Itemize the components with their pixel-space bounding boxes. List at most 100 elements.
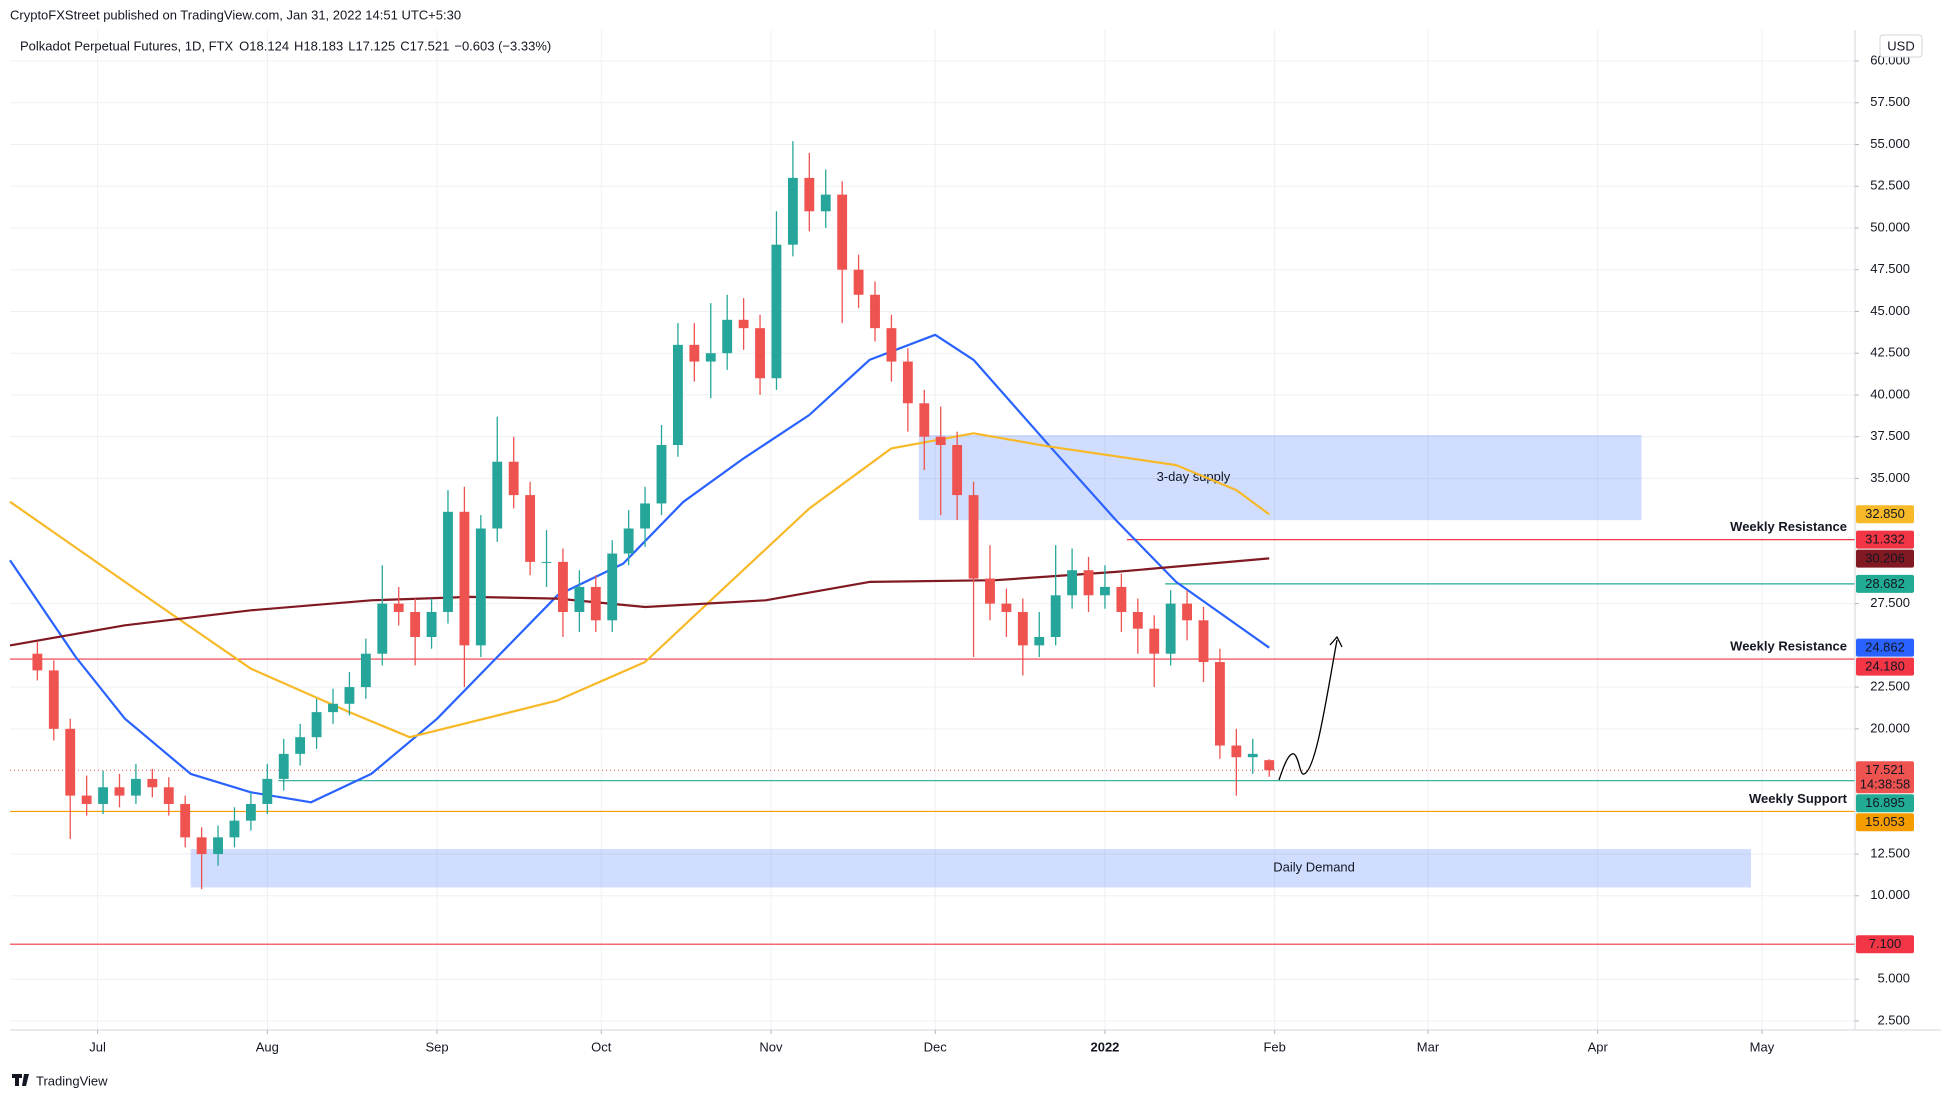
candle-body: [558, 561, 568, 612]
symbol-legend: Polkadot Perpetual Futures, 1D, FTX O 18.…: [20, 38, 551, 53]
candle-body: [475, 528, 486, 646]
price-tag-label: 24.862: [1865, 640, 1905, 655]
y-tick-label: 55.000: [1870, 136, 1910, 151]
level-label: Weekly Support: [1749, 791, 1848, 806]
y-tick-label: 22.500: [1870, 679, 1910, 694]
zone: [190, 849, 1751, 888]
price-tag: [1856, 574, 1914, 593]
candle-body: [1247, 753, 1258, 758]
publisher-note: CryptoFXStreet published on TradingView.…: [10, 7, 461, 22]
candle-body: [180, 803, 191, 838]
price-tag: [1856, 813, 1914, 832]
level-label: Weekly Resistance: [1730, 519, 1847, 534]
price-tag-label: 15.053: [1865, 814, 1905, 829]
brand: TradingView: [36, 1073, 108, 1088]
candle-body: [245, 803, 256, 821]
y-tick-label: 47.500: [1870, 261, 1910, 276]
candle-body: [985, 578, 995, 604]
price-tag-label: 28.682: [1865, 576, 1905, 591]
grid-layer: [10, 30, 1855, 1030]
candle-body: [722, 319, 733, 354]
price-tag: [1856, 657, 1914, 676]
currency-box[interactable]: [1879, 34, 1923, 58]
candle-body: [393, 603, 404, 612]
candle-body: [1067, 570, 1078, 596]
price-tag-label: 17.521: [1865, 762, 1905, 777]
candle-body: [804, 177, 815, 212]
price-tag-label: 30.206: [1865, 551, 1905, 566]
ohlc-prefix: L: [348, 38, 355, 53]
candle-layer: [32, 141, 1275, 890]
price-tag: [1856, 549, 1914, 568]
candle-body: [1149, 628, 1160, 654]
candle-body: [672, 344, 683, 446]
candle-body: [311, 712, 322, 738]
candle-body: [968, 495, 979, 579]
y-tick-label: 35.000: [1870, 470, 1910, 485]
price-tag: [1856, 530, 1914, 549]
candle-body: [229, 820, 240, 838]
candle-body: [328, 703, 338, 713]
candle-body: [81, 795, 92, 804]
candle-body: [492, 461, 503, 529]
x-tick-label: Sep: [425, 1039, 448, 1054]
candle-body: [705, 353, 716, 362]
price-tag-label: 16.895: [1865, 795, 1905, 810]
candle-body: [1132, 611, 1143, 629]
candle-body: [278, 753, 289, 779]
y-tick-label: 50.000: [1870, 219, 1910, 234]
ohlc-prefix: H: [294, 38, 303, 53]
candle-body: [640, 503, 651, 529]
candle-body: [1083, 570, 1094, 596]
moving-average: [9, 432, 1270, 739]
y-tick-label: 45.000: [1870, 303, 1910, 318]
candle-body: [837, 194, 848, 270]
candle-body: [1182, 603, 1193, 621]
candle-body: [32, 653, 43, 671]
candle-body: [1231, 745, 1242, 758]
currency: USD: [1887, 38, 1914, 53]
candle-body: [213, 837, 223, 855]
moving-average: [9, 333, 1270, 804]
candle-body: [886, 328, 897, 362]
candle-body: [1198, 620, 1209, 663]
zone: [918, 435, 1642, 521]
candle-body: [130, 778, 141, 796]
x-tick-label: Feb: [1263, 1039, 1285, 1054]
price-tag-label: 24.180: [1865, 659, 1905, 674]
candle-body: [1001, 603, 1012, 612]
candle-body: [919, 403, 930, 437]
candle-body: [1116, 586, 1127, 612]
candle-body: [114, 787, 125, 796]
candle-body: [360, 653, 371, 688]
arrow-head: [1329, 635, 1343, 648]
candle-body: [295, 737, 306, 754]
price-tag: [1856, 935, 1914, 954]
candle-body: [853, 269, 864, 295]
y-tick-label: 37.500: [1870, 428, 1910, 443]
candle-body: [1034, 637, 1045, 646]
candle-body: [820, 194, 831, 212]
price-tag: [1856, 761, 1914, 794]
candle-body: [738, 319, 749, 329]
x-tick-label: Mar: [1417, 1039, 1440, 1054]
price-tag: [1856, 505, 1914, 524]
candle-body: [870, 294, 880, 329]
candle-body: [344, 687, 355, 704]
price-tag-label: 32.850: [1865, 506, 1905, 521]
y-tick-label: 5.000: [1877, 971, 1910, 986]
candle-body: [771, 244, 782, 379]
y-tick-label: 40.000: [1870, 386, 1910, 401]
candle-body: [1050, 595, 1061, 638]
axis-layer: 60.00057.50055.00052.50050.00047.50045.0…: [89, 52, 1914, 1054]
candle-body: [541, 561, 552, 563]
candle-body: [952, 445, 963, 496]
candle-body: [525, 495, 536, 562]
candle-body: [787, 177, 798, 245]
candle-body: [48, 670, 59, 729]
candle-body: [426, 611, 437, 638]
candle-body: [623, 528, 634, 554]
y-tick-label: 57.500: [1870, 94, 1910, 109]
